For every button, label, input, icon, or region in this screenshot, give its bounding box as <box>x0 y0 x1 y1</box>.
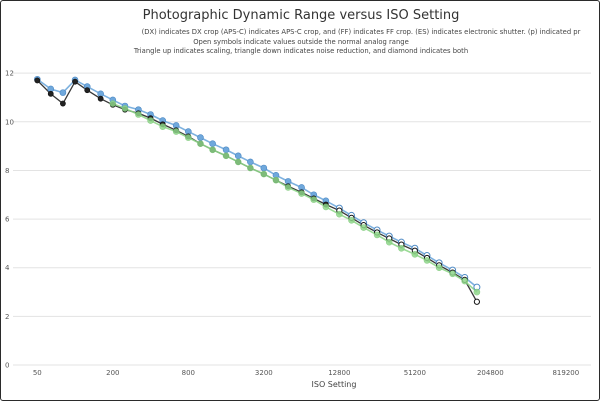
series-line-1 <box>36 79 478 303</box>
x-tick-label: 51200 <box>404 369 426 377</box>
data-point <box>435 264 443 272</box>
x-axis-ticks: 50 200 800 3200 12800 51200 204800 819200 <box>33 369 579 377</box>
y-tick-label: 8 <box>5 167 9 175</box>
x-tick-label: 50 <box>33 369 42 377</box>
data-point <box>84 87 91 94</box>
data-point <box>385 238 393 246</box>
data-point <box>209 146 216 154</box>
data-point <box>473 298 480 305</box>
chart-subtitle-1: (DX) indicates DX crop (APS-C) indicates… <box>141 28 581 36</box>
chart-subtitle-3: Triangle up indicates scaling, triangle … <box>133 47 469 55</box>
data-point <box>336 210 343 218</box>
y-tick-label: 6 <box>5 216 10 224</box>
data-point <box>247 164 254 172</box>
x-tick-label: 12800 <box>328 369 350 377</box>
data-point <box>473 288 481 296</box>
data-point <box>185 134 192 141</box>
data-point <box>34 77 41 84</box>
data-point <box>47 90 54 97</box>
data-point <box>60 100 66 107</box>
data-point <box>272 176 280 184</box>
y-tick-label: 2 <box>5 313 9 321</box>
x-tick-label: 800 <box>182 369 195 377</box>
data-point <box>322 203 330 211</box>
data-point <box>247 158 254 166</box>
series-line-2 <box>112 102 478 293</box>
data-point <box>222 152 230 160</box>
data-point <box>121 105 129 112</box>
chart-subtitle-2: Open symbols indicate values outside the… <box>193 38 409 46</box>
data-point <box>284 184 292 191</box>
data-point <box>222 146 230 154</box>
data-point <box>159 123 167 130</box>
data-point <box>209 140 216 147</box>
data-point <box>109 100 117 107</box>
x-tick-label: 204800 <box>477 369 504 377</box>
data-point <box>260 164 268 172</box>
grid-lines <box>13 72 591 366</box>
data-point <box>59 89 67 96</box>
data-point <box>461 277 469 285</box>
data-point <box>135 111 142 118</box>
data-point <box>260 170 268 178</box>
data-point <box>348 216 355 224</box>
x-tick-label: 200 <box>106 369 119 377</box>
data-point <box>197 134 204 141</box>
data-point <box>373 231 381 239</box>
y-tick-label: 12 <box>5 70 14 78</box>
data-point <box>449 270 456 278</box>
data-point <box>172 128 180 135</box>
data-point <box>298 190 305 197</box>
data-point <box>423 257 431 264</box>
x-axis-label: ISO Setting <box>312 380 357 389</box>
data-point <box>234 152 242 160</box>
data-point <box>147 117 154 124</box>
data-point <box>234 158 242 166</box>
y-axis-ticks: 0 2 4 6 8 10 12 <box>5 70 14 370</box>
data-point <box>398 244 405 252</box>
y-tick-label: 4 <box>5 264 10 272</box>
x-tick-label: 819200 <box>552 369 579 377</box>
series-line-0 <box>36 78 478 288</box>
data-point <box>197 140 204 147</box>
x-tick-label: 3200 <box>255 369 273 377</box>
data-point <box>360 224 367 231</box>
chart-title: Photographic Dynamic Range versus ISO Se… <box>142 8 460 23</box>
data-point <box>411 251 419 258</box>
series-layer <box>34 75 481 305</box>
data-point <box>72 78 78 85</box>
data-point <box>310 196 318 203</box>
data-point <box>97 95 104 102</box>
y-tick-label: 10 <box>5 118 14 126</box>
y-tick-label: 0 <box>5 362 9 370</box>
